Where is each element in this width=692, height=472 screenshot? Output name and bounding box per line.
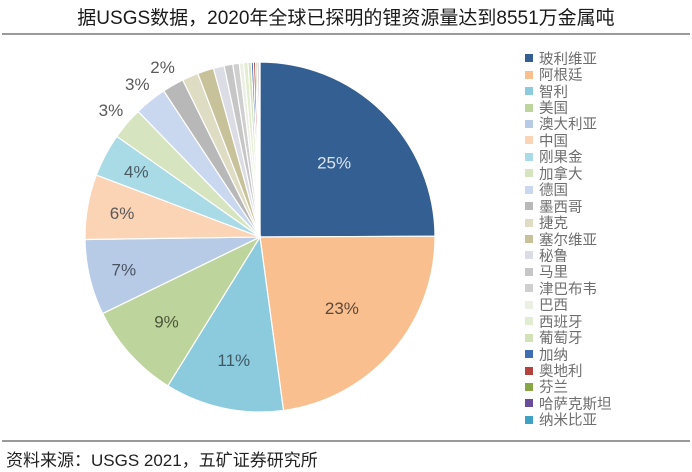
legend-swatch-icon xyxy=(525,202,533,211)
legend-swatch-icon xyxy=(525,382,533,391)
legend-item: 德国 xyxy=(524,182,612,200)
legend-label: 巴西 xyxy=(539,298,568,315)
chart-title: 据USGS数据，2020年全球已探明的锂资源量达到8551万金属吨 xyxy=(77,8,615,29)
legend-item: 塞尔维亚 xyxy=(524,231,612,249)
legend-label: 中国 xyxy=(539,133,568,150)
chart-legend: 玻利维亚 阿根廷 智利 美国 澳大利亚 中国 刚果金 加拿大 德国 墨西哥 捷克 塞尔维亚 秘鲁 马里 津巴… xyxy=(524,50,612,430)
legend-swatch-icon xyxy=(525,70,533,79)
legend-item: 加拿大 xyxy=(524,165,612,183)
legend-item: 津巴布韦 xyxy=(524,280,612,298)
slice-data-label: 4% xyxy=(124,163,149,182)
legend-item: 西班牙 xyxy=(524,313,612,331)
legend-item: 墨西哥 xyxy=(524,198,612,216)
legend-item: 秘鲁 xyxy=(524,247,612,265)
legend-swatch-icon xyxy=(525,317,533,326)
legend-item: 智利 xyxy=(524,83,612,101)
legend-label: 德国 xyxy=(539,183,568,200)
legend-label: 马里 xyxy=(539,265,568,282)
pie-slice xyxy=(167,235,285,413)
legend-label: 刚果金 xyxy=(539,150,583,167)
legend-swatch-icon xyxy=(525,350,533,359)
slice-data-label: 11% xyxy=(217,351,250,370)
legend-swatch-icon xyxy=(525,267,533,276)
legend-swatch-icon xyxy=(525,87,533,96)
legend-swatch-icon xyxy=(525,218,533,227)
legend-swatch-icon xyxy=(525,399,533,408)
legend-swatch-icon xyxy=(525,152,533,161)
slice-data-label: 3% xyxy=(99,101,124,120)
pie-slice xyxy=(101,235,262,387)
source-divider xyxy=(2,440,690,442)
legend-label: 葡萄牙 xyxy=(539,331,583,348)
legend-item: 澳大利亚 xyxy=(524,116,612,134)
title-divider xyxy=(2,33,690,35)
legend-swatch-icon xyxy=(525,235,533,244)
legend-label: 秘鲁 xyxy=(539,248,568,265)
legend-swatch-icon xyxy=(525,119,533,128)
legend-label: 加拿大 xyxy=(539,166,583,183)
legend-label: 津巴布韦 xyxy=(539,281,597,298)
legend-item: 马里 xyxy=(524,264,612,282)
legend-item: 刚果金 xyxy=(524,149,612,167)
slice-data-label: 6% xyxy=(110,204,135,223)
slice-data-label: 3% xyxy=(125,75,150,94)
source-note: 资料来源：USGS 2021，五矿证券研究所 xyxy=(6,451,318,470)
legend-label: 澳大利亚 xyxy=(539,117,597,134)
pie-slice xyxy=(259,235,436,412)
legend-swatch-icon xyxy=(525,103,533,112)
slice-data-label: 23% xyxy=(325,299,359,318)
legend-swatch-icon xyxy=(525,169,533,178)
legend-item: 阿根廷 xyxy=(524,66,612,85)
legend-item: 加纳 xyxy=(524,346,612,364)
legend-item: 中国 xyxy=(524,132,612,150)
legend-item: 奥地利 xyxy=(524,362,612,381)
pie-slice xyxy=(259,61,436,238)
legend-label: 奥地利 xyxy=(539,364,583,381)
legend-label: 玻利维亚 xyxy=(539,51,597,68)
legend-swatch-icon xyxy=(525,136,533,145)
legend-swatch-icon xyxy=(525,333,533,342)
slice-data-label: 9% xyxy=(154,312,179,331)
legend-swatch-icon xyxy=(525,251,533,260)
legend-label: 哈萨克斯坦 xyxy=(539,396,612,413)
legend-item: 芬兰 xyxy=(524,379,612,397)
legend-label: 塞尔维亚 xyxy=(539,232,597,249)
legend-label: 西班牙 xyxy=(539,314,583,331)
legend-item: 捷克 xyxy=(524,214,612,233)
slice-data-label: 2% xyxy=(150,58,175,77)
legend-swatch-icon xyxy=(525,284,533,293)
legend-item: 巴西 xyxy=(524,297,612,315)
pie-slice xyxy=(258,61,261,238)
legend-swatch-icon xyxy=(525,54,533,63)
legend-label: 芬兰 xyxy=(539,380,568,397)
legend-label: 墨西哥 xyxy=(539,199,583,216)
legend-label: 纳米比亚 xyxy=(539,413,597,430)
legend-label: 加纳 xyxy=(539,347,568,364)
legend-item: 纳米比亚 xyxy=(524,412,612,430)
slice-data-label: 7% xyxy=(112,260,137,279)
legend-label: 智利 xyxy=(539,84,568,101)
legend-swatch-icon xyxy=(525,185,533,194)
legend-item: 葡萄牙 xyxy=(524,329,612,348)
legend-label: 阿根廷 xyxy=(539,68,583,85)
legend-item: 哈萨克斯坦 xyxy=(524,395,612,413)
legend-item: 玻利维亚 xyxy=(524,50,612,68)
legend-swatch-icon xyxy=(525,415,533,424)
slice-data-label: 25% xyxy=(317,154,351,173)
legend-label: 美国 xyxy=(539,101,568,118)
legend-label: 捷克 xyxy=(539,216,568,233)
legend-swatch-icon xyxy=(525,366,533,375)
legend-item: 美国 xyxy=(524,99,612,118)
legend-swatch-icon xyxy=(525,300,533,309)
